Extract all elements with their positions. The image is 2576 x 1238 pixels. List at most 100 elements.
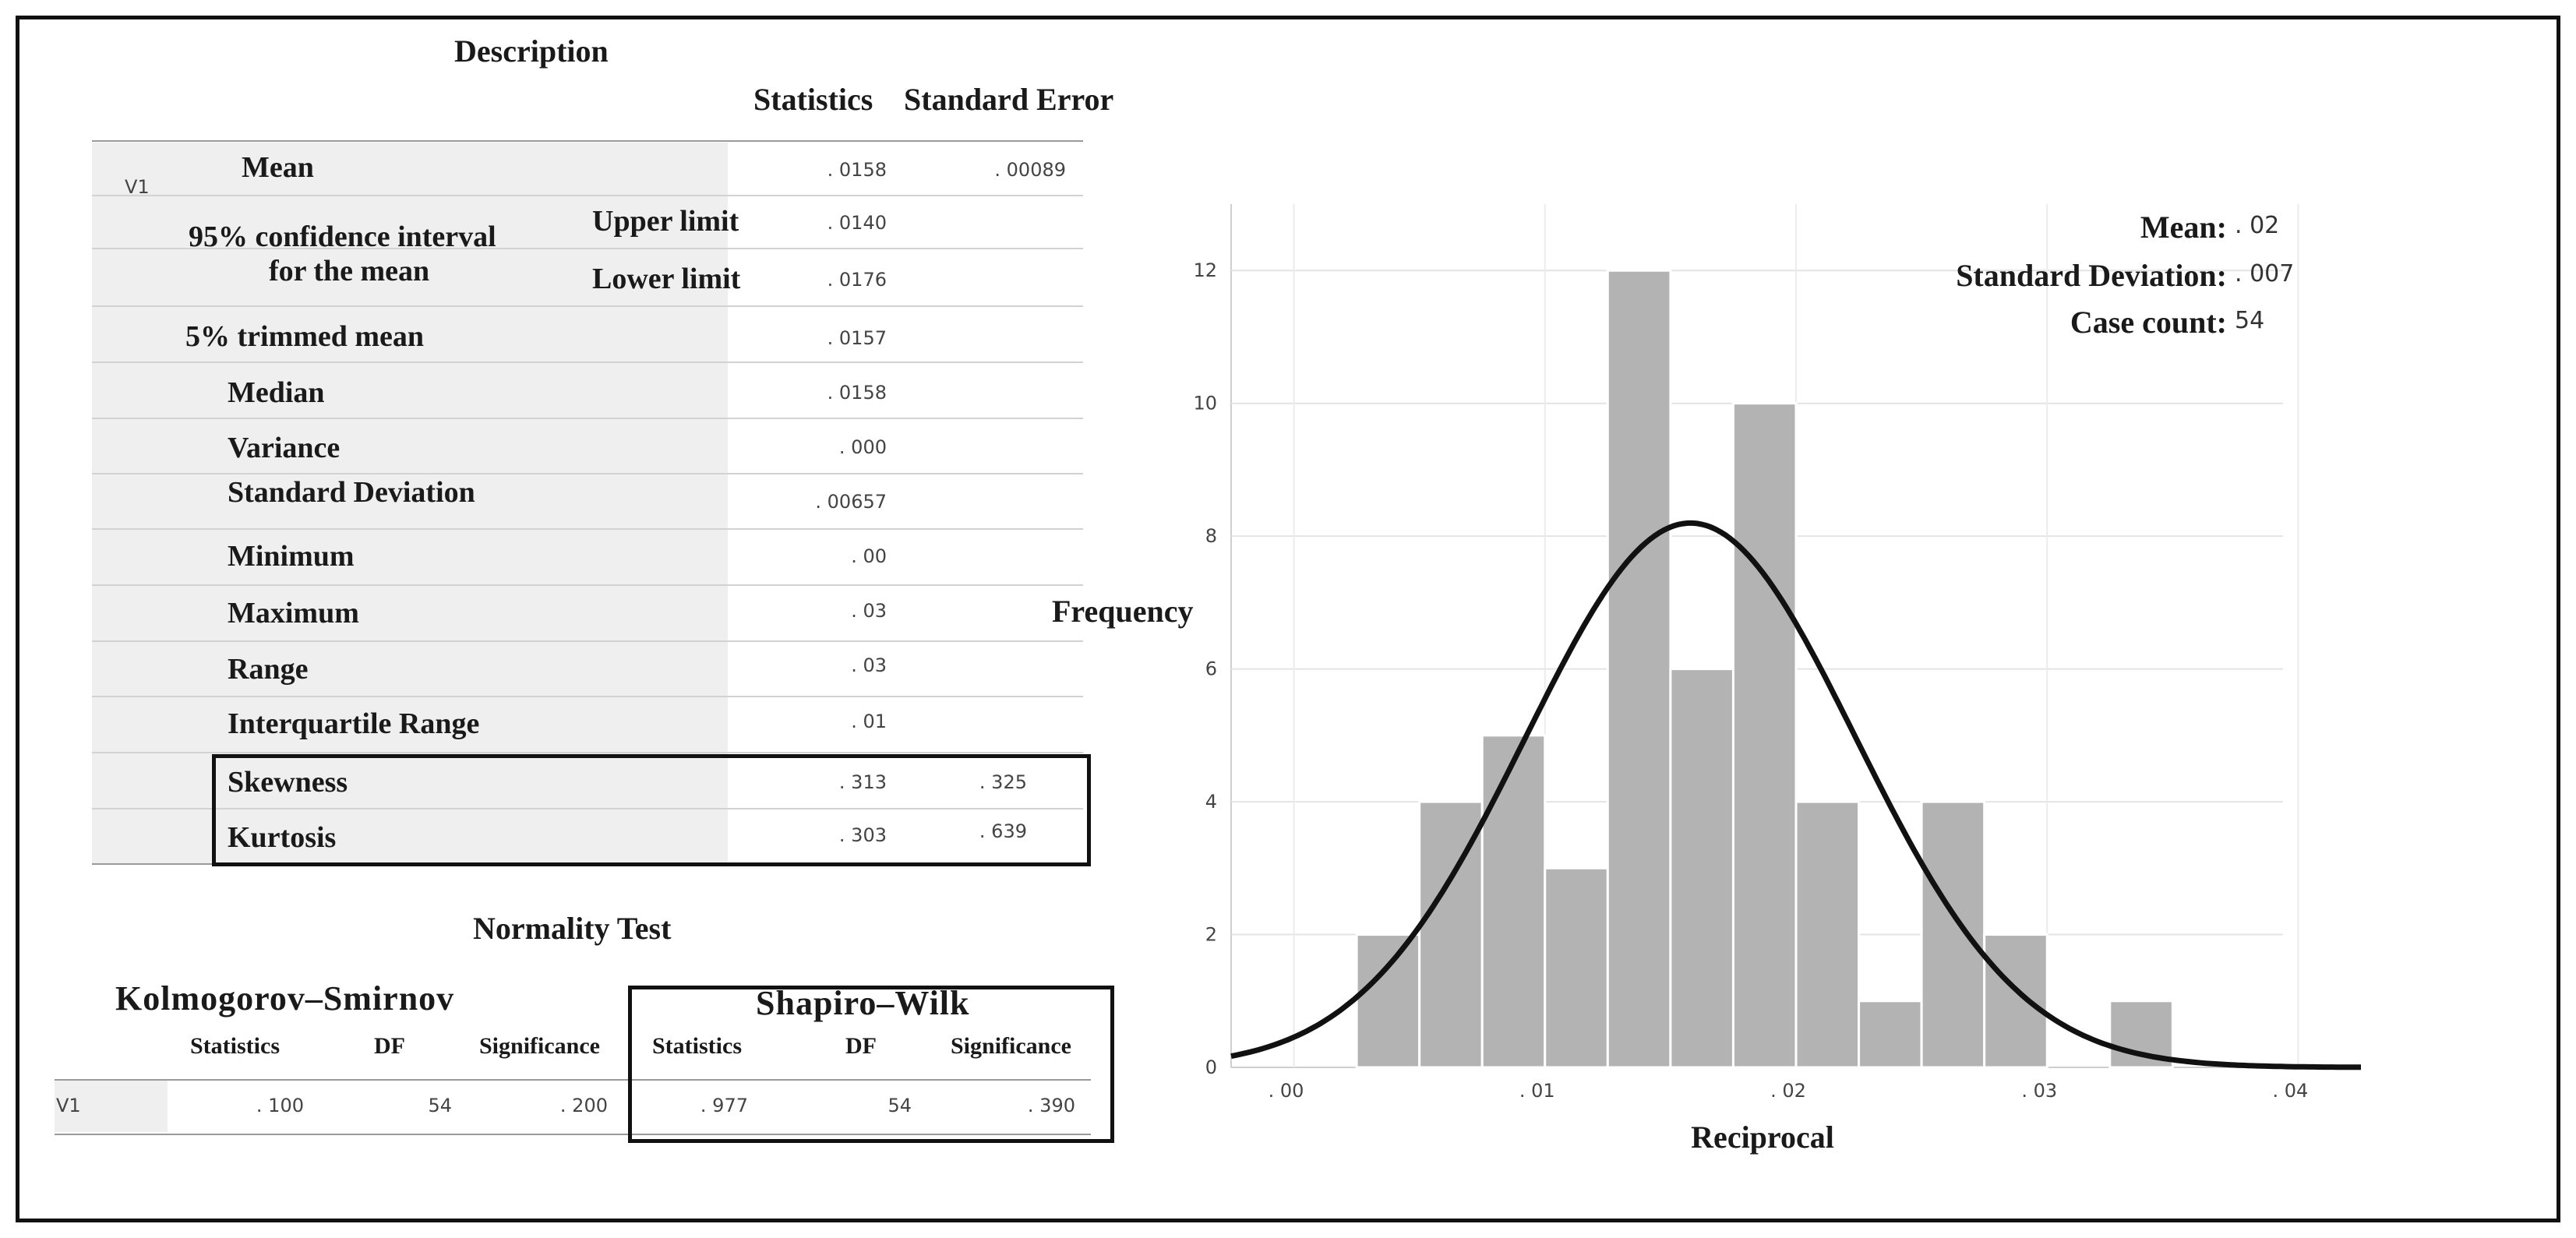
stat-count-label: Case count: <box>2070 305 2227 340</box>
col-statistics-header: Statistics <box>753 82 873 117</box>
value-kurtosis-se: . 639 <box>979 820 1027 842</box>
x-tick-label: . 00 <box>1269 1080 1304 1102</box>
ks-col-df: DF <box>374 1033 405 1059</box>
row-label-mean: Mean <box>242 151 314 184</box>
histogram-bar <box>1731 402 1798 1069</box>
x-tick-label: . 04 <box>2273 1080 2309 1102</box>
y-axis-title: Frequency <box>1052 594 1193 629</box>
value-trimmed-mean: . 0157 <box>827 327 887 349</box>
histogram-bar <box>1858 1000 1923 1069</box>
row-label-ci: 95% confidence interval <box>189 220 496 253</box>
histogram-bar <box>1606 269 1672 1069</box>
y-tick-label: 2 <box>1205 924 1217 946</box>
x-tick-label: . 02 <box>1770 1080 1806 1102</box>
row-separator <box>92 473 1083 474</box>
value-variance: . 000 <box>838 436 887 458</box>
y-tick-label: 12 <box>1193 259 1217 281</box>
row-label-skewness: Skewness <box>228 766 348 799</box>
ks-value-statistic: . 100 <box>256 1095 304 1116</box>
value-median: . 0158 <box>827 382 887 404</box>
description-title: Description <box>454 34 609 69</box>
row-sublabel-lower: Lower limit <box>592 263 741 295</box>
row-separator <box>92 528 1083 530</box>
ks-value-significance: . 200 <box>559 1095 608 1116</box>
value-lower-limit: . 0176 <box>827 269 887 291</box>
ks-group-header: Kolmogorov–Smirnov <box>115 979 455 1018</box>
variable-label: V1 <box>125 176 150 198</box>
normality-variable-cell <box>55 1081 168 1132</box>
stat-mean-label: Mean: <box>2140 210 2227 245</box>
col-std-error-header: Standard Error <box>904 82 1114 117</box>
value-minimum: . 00 <box>851 545 887 567</box>
normality-variable-label: V1 <box>56 1095 81 1116</box>
value-mean-stat: . 0158 <box>827 159 887 181</box>
row-separator <box>92 362 1083 363</box>
sw-value-significance: . 390 <box>1027 1095 1075 1116</box>
value-mean-se: . 00089 <box>994 159 1066 181</box>
row-separator <box>92 305 1083 307</box>
x-tick-label: . 01 <box>1519 1080 1555 1102</box>
stat-sd-label: Standard Deviation: <box>1956 258 2227 293</box>
sw-value-df: 54 <box>887 1095 912 1116</box>
row-label-ci-line2: for the mean <box>269 255 430 287</box>
ks-value-df: 54 <box>428 1095 452 1116</box>
row-label-std-deviation: Standard Deviation <box>228 476 475 509</box>
row-separator <box>92 248 1083 249</box>
y-tick-label: 10 <box>1193 393 1217 414</box>
stat-sd-value: . 007 <box>2235 260 2295 287</box>
histogram-bar <box>1920 800 1986 1069</box>
sw-value-statistic: . 977 <box>700 1095 748 1116</box>
row-sublabel-upper: Upper limit <box>592 205 739 238</box>
ks-col-significance: Significance <box>479 1033 600 1059</box>
sw-col-df: DF <box>845 1033 877 1059</box>
stat-mean-value: . 02 <box>2235 212 2280 239</box>
value-range: . 03 <box>851 654 887 676</box>
shapiro-wilk-highlight-box <box>628 986 1114 1143</box>
value-skewness-se: . 325 <box>979 771 1027 793</box>
value-upper-limit: . 0140 <box>827 212 887 234</box>
ks-col-statistics: Statistics <box>190 1033 280 1059</box>
histogram-bar <box>1355 933 1421 1069</box>
sw-col-significance: Significance <box>951 1033 1071 1059</box>
value-maximum: . 03 <box>851 600 887 622</box>
normal-curve <box>1230 520 2361 1070</box>
histogram-bar <box>1794 800 1861 1069</box>
histogram-bars <box>1355 269 2174 1069</box>
figure-frame <box>16 16 2560 1222</box>
value-std-deviation: . 00657 <box>815 491 887 513</box>
y-tick-label: 6 <box>1205 658 1217 680</box>
row-separator <box>92 752 1083 753</box>
table-top-rule <box>92 140 1083 142</box>
row-label-iqr: Interquartile Range <box>228 707 480 740</box>
histogram-bar <box>1544 866 1609 1069</box>
row-separator <box>92 418 1083 419</box>
sw-col-statistics: Statistics <box>652 1033 742 1059</box>
skew-kurtosis-highlight-box <box>212 754 1091 866</box>
row-label-variance: Variance <box>228 432 341 464</box>
row-separator <box>92 696 1083 697</box>
row-label-trimmed-mean: 5% trimmed mean <box>185 320 425 353</box>
description-label-panel <box>92 143 728 863</box>
value-kurtosis-stat: . 303 <box>838 824 887 846</box>
value-skewness-stat: . 313 <box>838 771 887 793</box>
row-label-minimum: Minimum <box>228 540 355 573</box>
axis-ticks: 0 2 4 6 8 10 12 . 00 . 01 . 02 . 03 . 04 <box>1193 259 2308 1102</box>
x-tick-label: . 03 <box>2021 1080 2057 1102</box>
row-label-kurtosis: Kurtosis <box>228 821 337 854</box>
row-label-maximum: Maximum <box>228 597 359 630</box>
y-tick-label: 8 <box>1205 525 1217 547</box>
value-iqr: . 01 <box>851 711 887 732</box>
row-separator <box>92 195 1083 196</box>
sw-group-header: Shapiro–Wilk <box>756 984 970 1022</box>
histogram-bar <box>1480 734 1547 1069</box>
normality-title: Normality Test <box>473 911 672 946</box>
row-separator <box>92 584 1083 586</box>
y-tick-label: 0 <box>1205 1056 1217 1078</box>
stat-count-value: 54 <box>2235 307 2265 334</box>
x-axis-title: Reciprocal <box>1691 1120 1834 1155</box>
histogram-bar <box>1983 933 2048 1069</box>
row-separator <box>92 640 1083 642</box>
y-tick-label: 4 <box>1205 791 1217 813</box>
row-label-median: Median <box>228 376 325 409</box>
